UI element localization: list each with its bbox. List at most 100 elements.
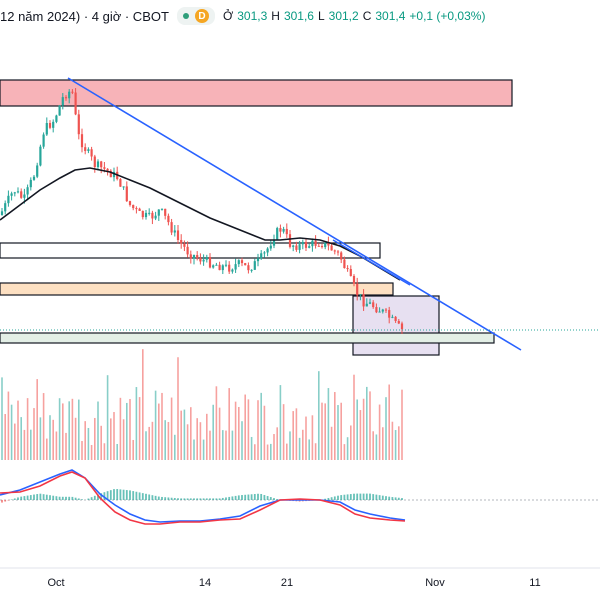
- volume-bar: [260, 392, 262, 460]
- macd-histogram-bar: [119, 489, 122, 500]
- candle-body: [308, 246, 311, 248]
- candles-layer: [0, 88, 404, 335]
- candle-body: [32, 176, 36, 180]
- volume-bar: [282, 404, 285, 460]
- candle-body: [52, 121, 55, 128]
- candle-body: [292, 245, 295, 247]
- candle-body: [45, 122, 48, 135]
- macd-histogram-bar: [330, 497, 333, 500]
- high-value: 301,6: [283, 9, 314, 23]
- candle-body: [336, 251, 340, 253]
- volume-bar: [206, 413, 208, 460]
- volume-bar: [295, 408, 298, 460]
- macd-histogram-bar: [349, 494, 352, 500]
- volume-bar: [343, 444, 346, 460]
- macd-histogram-bar: [52, 495, 55, 500]
- candle-body: [112, 171, 116, 178]
- volume-bar: [209, 430, 211, 460]
- macd-histogram-bar: [109, 490, 112, 500]
- macd-histogram-bar: [106, 491, 109, 500]
- candle-body: [372, 302, 375, 308]
- candle-body: [215, 264, 218, 266]
- candle-body: [80, 134, 84, 148]
- candle-body: [391, 316, 394, 318]
- candle-body: [365, 303, 368, 307]
- volume-layer: [1, 349, 403, 460]
- macd-histogram-bar: [327, 497, 330, 500]
- moving-average-layer: [0, 167, 401, 281]
- volume-bar: [100, 425, 102, 460]
- volume-bar: [68, 401, 70, 460]
- volume-bar: [170, 397, 173, 460]
- open-value: 301,3: [237, 9, 268, 23]
- volume-bar: [90, 444, 93, 460]
- volume-bar: [116, 443, 118, 460]
- candle-body: [148, 212, 151, 214]
- volume-bar: [126, 402, 128, 460]
- volume-bar: [372, 431, 374, 460]
- macd-histogram-bar: [228, 496, 231, 500]
- volume-bar: [199, 422, 202, 460]
- macd-histogram-bar: [132, 491, 135, 500]
- macd-histogram-bar: [183, 498, 186, 500]
- candle-body: [218, 264, 221, 271]
- macd-histogram-bar: [324, 498, 327, 500]
- chart-header: 12 năm 2024) · 4 giờ · CBOT D Ở 301,3 H 30…: [0, 0, 600, 32]
- candle-body: [340, 252, 343, 260]
- market-status-badge[interactable]: D: [176, 7, 215, 25]
- symbol-title[interactable]: 12 năm 2024) · 4 giờ · CBOT: [0, 8, 169, 24]
- volume-bar: [23, 429, 26, 460]
- macd-line: [0, 469, 406, 523]
- candle-body: [333, 250, 336, 252]
- candle-body: [164, 208, 167, 216]
- macd-histogram-bar: [113, 489, 115, 500]
- volume-bar: [231, 430, 234, 460]
- volume-bar: [151, 421, 154, 460]
- macd-histogram-bar: [225, 497, 227, 500]
- candle-body: [20, 191, 23, 198]
- volume-bar: [327, 388, 330, 460]
- volume-bar: [353, 374, 355, 460]
- volume-bar: [129, 399, 131, 460]
- candle-body: [61, 97, 64, 106]
- x-axis: Oct 14 21 Nov 11: [0, 567, 600, 589]
- candle-body: [183, 243, 186, 247]
- candle-body: [378, 311, 381, 313]
- macd-histogram-bar: [7, 500, 10, 501]
- volume-bar: [196, 418, 198, 460]
- candle-body: [109, 170, 112, 178]
- volume-bar: [286, 443, 288, 460]
- volume-bar: [225, 430, 227, 460]
- candle-body: [346, 268, 349, 270]
- downtrend-line: [67, 77, 522, 351]
- candle-body: [160, 208, 164, 210]
- candle-body: [189, 254, 192, 259]
- macd-histogram-bar: [68, 496, 71, 500]
- volume-bar: [148, 426, 150, 460]
- macd-histogram-bar: [337, 495, 339, 500]
- candle-body: [4, 203, 7, 212]
- volume-bar: [292, 411, 294, 460]
- close-value: 301,4: [375, 9, 406, 23]
- x-tick-label: 21: [281, 577, 293, 589]
- volume-bar: [97, 401, 99, 460]
- volume-bar: [308, 439, 310, 460]
- d-badge: D: [194, 9, 209, 23]
- macd-histogram-bar: [381, 495, 384, 500]
- volume-bar: [103, 443, 106, 460]
- macd-histogram-bar: [266, 496, 269, 500]
- macd-histogram-bar: [1, 500, 3, 503]
- volume-bar: [234, 401, 237, 460]
- macd-histogram-bar: [33, 494, 35, 500]
- volume-bar: [321, 402, 323, 460]
- volume-bar: [378, 404, 381, 460]
- macd-histogram-bar: [141, 493, 144, 500]
- candle-body: [196, 255, 199, 259]
- candle-body: [39, 146, 42, 166]
- candle-body: [55, 115, 58, 122]
- volume-bar: [244, 394, 246, 460]
- open-label: Ở: [222, 9, 234, 23]
- volume-bar: [183, 409, 186, 460]
- macd-histogram-bar: [199, 498, 202, 500]
